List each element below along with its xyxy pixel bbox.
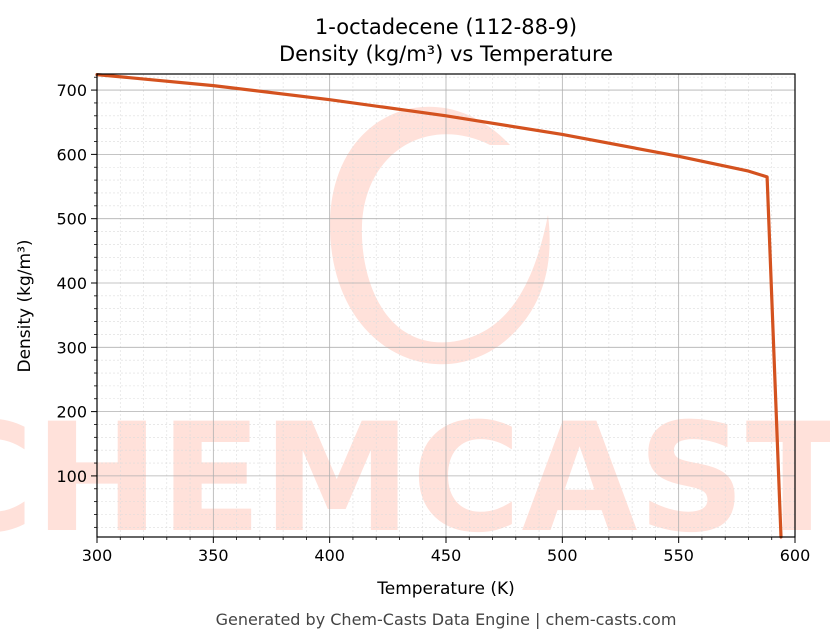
y-axis: 100 200 300 400 500 600 700 — [56, 76, 97, 528]
x-axis: 300 350 400 450 500 550 600 — [82, 537, 811, 565]
watermark-swirl — [330, 106, 550, 365]
x-tick-label: 550 — [663, 546, 694, 565]
x-axis-label: Temperature (K) — [376, 579, 515, 599]
y-tick-label: 500 — [56, 210, 87, 229]
density-series-line — [95, 72, 783, 539]
watermark-text: CHEMCASTS — [0, 392, 830, 566]
chart-subtitle: Density (kg/m³) vs Temperature — [279, 42, 613, 66]
x-tick-label: 300 — [82, 546, 113, 565]
footer-text: Generated by Chem-Casts Data Engine | ch… — [216, 610, 677, 629]
y-tick-label: 100 — [56, 467, 87, 486]
chart-title: 1-octadecene (112-88-9) — [315, 15, 577, 39]
x-tick-label: 600 — [780, 546, 811, 565]
series-layer — [95, 72, 783, 539]
y-tick-label: 400 — [56, 274, 87, 293]
x-tick-label: 400 — [314, 546, 345, 565]
x-tick-label: 350 — [198, 546, 229, 565]
watermark: CHEMCASTS — [0, 106, 830, 566]
x-tick-label: 450 — [431, 546, 462, 565]
y-tick-label: 700 — [56, 81, 87, 100]
y-axis-label: Density (kg/m³) — [15, 239, 35, 372]
y-tick-label: 300 — [56, 338, 87, 357]
y-tick-label: 200 — [56, 403, 87, 422]
x-tick-label: 500 — [547, 546, 578, 565]
y-tick-label: 600 — [56, 145, 87, 164]
